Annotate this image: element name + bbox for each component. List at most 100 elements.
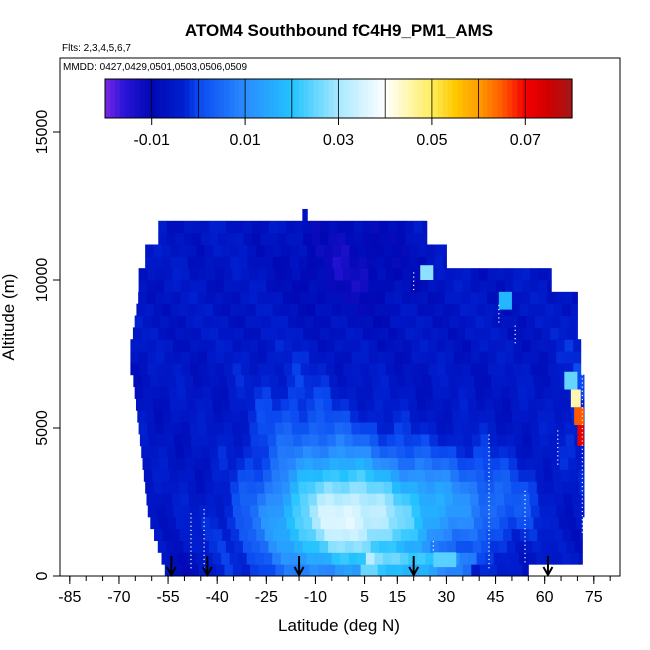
heatmap-cell <box>183 540 193 553</box>
heatmap-cell <box>360 362 370 376</box>
heatmap-cell <box>172 268 182 281</box>
heatmap-cell <box>212 552 222 565</box>
heatmap-cell <box>333 493 343 506</box>
heatmap-cell <box>523 540 533 553</box>
heatmap-cell <box>402 268 412 281</box>
heatmap-cell <box>351 280 361 293</box>
heatmap-cell <box>143 315 153 328</box>
heatmap-cell <box>221 256 231 269</box>
heatmap-cell <box>392 410 402 423</box>
heatmap-cell <box>277 220 287 234</box>
heatmap-cell <box>240 291 250 305</box>
heatmap-cell <box>168 386 178 399</box>
heatmap-cell <box>292 351 302 364</box>
heatmap-cell <box>164 339 174 352</box>
heatmap-cell <box>192 327 202 340</box>
heatmap-cell <box>536 481 546 494</box>
heatmap-cell <box>362 445 372 459</box>
heatmap-cell <box>366 244 376 257</box>
heatmap-cell <box>207 339 217 352</box>
heatmap-cell <box>164 268 174 281</box>
measurement-point <box>524 561 526 563</box>
heatmap-cell <box>232 362 242 376</box>
heatmap-cell <box>496 268 506 281</box>
colorbar-segment <box>557 79 563 118</box>
heatmap-cell <box>185 315 195 328</box>
colorbar-segment <box>378 79 384 118</box>
heatmap-cell <box>281 481 291 494</box>
heatmap-cell <box>436 268 446 281</box>
heatmap-cell <box>578 552 583 565</box>
heatmap-cell <box>188 410 198 423</box>
heatmap-cell <box>532 445 542 459</box>
heatmap-cell <box>265 410 275 423</box>
heatmap-cell <box>320 327 330 340</box>
heatmap-feature <box>564 371 578 390</box>
measurement-point <box>581 515 583 517</box>
heatmap-cell <box>138 422 148 435</box>
heatmap-cell <box>558 445 568 459</box>
heatmap-cell <box>273 528 283 541</box>
heatmap-cell <box>443 481 453 494</box>
heatmap-cell <box>193 457 203 470</box>
heatmap-cell <box>367 410 377 423</box>
heatmap-cell <box>500 315 510 328</box>
heatmap-cell <box>134 386 144 399</box>
heatmap-cell <box>328 445 338 459</box>
heatmap-cell <box>544 398 554 411</box>
heatmap-cell <box>554 528 564 541</box>
heatmap-cell <box>426 410 436 423</box>
heatmap-cell <box>196 244 206 257</box>
heatmap-cell <box>243 232 253 245</box>
heatmap-cell <box>326 504 336 518</box>
heatmap-cell <box>218 374 228 388</box>
heatmap-cell <box>542 457 552 470</box>
heatmap-cell <box>325 268 335 281</box>
heatmap-cell <box>306 481 316 494</box>
heatmap-cell <box>194 469 204 482</box>
heatmap-cell <box>401 410 411 423</box>
heatmap-cell <box>539 351 549 364</box>
heatmap-cell <box>257 493 267 506</box>
heatmap-cell <box>493 552 503 565</box>
measurement-point <box>190 558 192 561</box>
heatmap-cell <box>153 481 163 494</box>
heatmap-cell <box>545 303 555 317</box>
heatmap-cell <box>505 564 515 577</box>
heatmap-cell <box>380 516 390 530</box>
heatmap-cell <box>429 433 439 447</box>
heatmap-cell <box>475 386 485 399</box>
heatmap-cell <box>422 220 428 234</box>
heatmap-cell <box>468 481 478 494</box>
heatmap-cell <box>539 339 549 352</box>
heatmap-cell <box>572 422 582 435</box>
heatmap-cell <box>409 256 419 269</box>
heatmap-cell <box>553 481 563 494</box>
heatmap-cell <box>470 291 480 305</box>
heatmap-cell <box>361 433 371 447</box>
measurement-point <box>488 492 490 494</box>
heatmap-cell <box>435 528 445 541</box>
heatmap-cell <box>439 327 449 340</box>
heatmap-cell <box>432 315 442 328</box>
measurement-point <box>557 442 559 444</box>
heatmap-cell <box>309 339 319 352</box>
colorbar-segment <box>452 79 459 118</box>
heatmap-cell <box>164 504 174 518</box>
profile-arrow-head <box>408 566 420 578</box>
heatmap-cell <box>473 445 483 459</box>
colorbar-segment <box>393 79 399 118</box>
heatmap-cell <box>207 362 217 376</box>
measurement-point <box>432 549 434 551</box>
heatmap-cell <box>409 244 419 257</box>
heatmap-cell <box>416 469 426 482</box>
heatmap-cell <box>537 410 547 423</box>
heatmap-cell <box>365 552 375 565</box>
heatmap-cell <box>487 493 497 506</box>
x-tick-label: 75 <box>585 589 603 606</box>
heatmap-cell <box>352 564 362 577</box>
heatmap-cell <box>443 244 447 257</box>
heatmap-cell <box>204 244 214 257</box>
heatmap-cell <box>428 280 438 293</box>
colorbar-segment <box>512 79 518 118</box>
